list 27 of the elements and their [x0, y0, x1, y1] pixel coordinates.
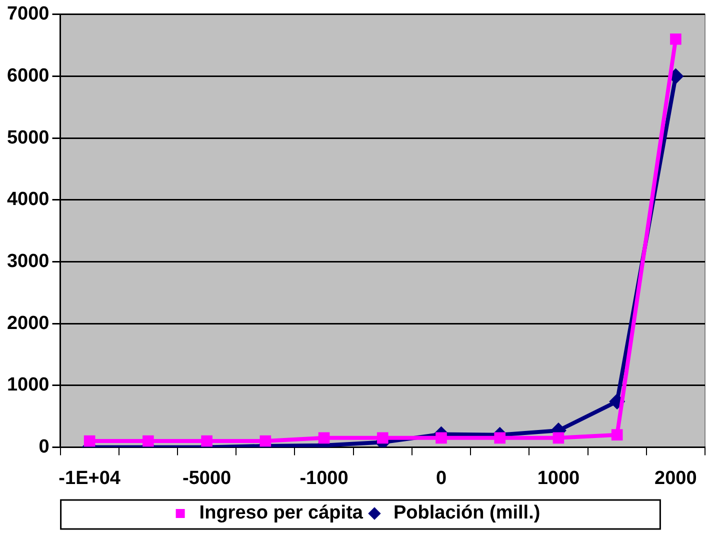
x-tick-label: 1000	[537, 468, 580, 489]
legend-label: Ingreso per cápita	[199, 502, 364, 524]
point	[142, 435, 154, 447]
point	[318, 432, 330, 444]
y-tick-label: 7000	[6, 4, 50, 25]
point	[670, 33, 682, 45]
point	[436, 432, 447, 444]
point	[260, 435, 272, 447]
y-tick-label: 3000	[6, 250, 50, 272]
legend-label: Población (mill.)	[393, 502, 540, 524]
x-tick-label: 2000	[654, 468, 697, 489]
y-tick-label: 6000	[6, 65, 50, 86]
point	[494, 432, 506, 444]
point	[376, 432, 388, 444]
point	[201, 435, 212, 447]
y-tick-label: 0	[38, 436, 50, 458]
x-tick-label: -1000	[300, 468, 348, 489]
y-tick-label: 5000	[6, 127, 50, 148]
point	[84, 435, 96, 447]
y-tick-label: 2000	[6, 312, 50, 334]
y-tick-label: 1000	[6, 374, 50, 396]
y-tick-label: 4000	[6, 189, 50, 210]
point	[611, 429, 623, 440]
x-tick-label: -5000	[182, 468, 232, 489]
point	[552, 432, 564, 444]
x-tick-label: -1E+04	[58, 468, 121, 489]
x-tick-label: 0	[436, 468, 447, 489]
